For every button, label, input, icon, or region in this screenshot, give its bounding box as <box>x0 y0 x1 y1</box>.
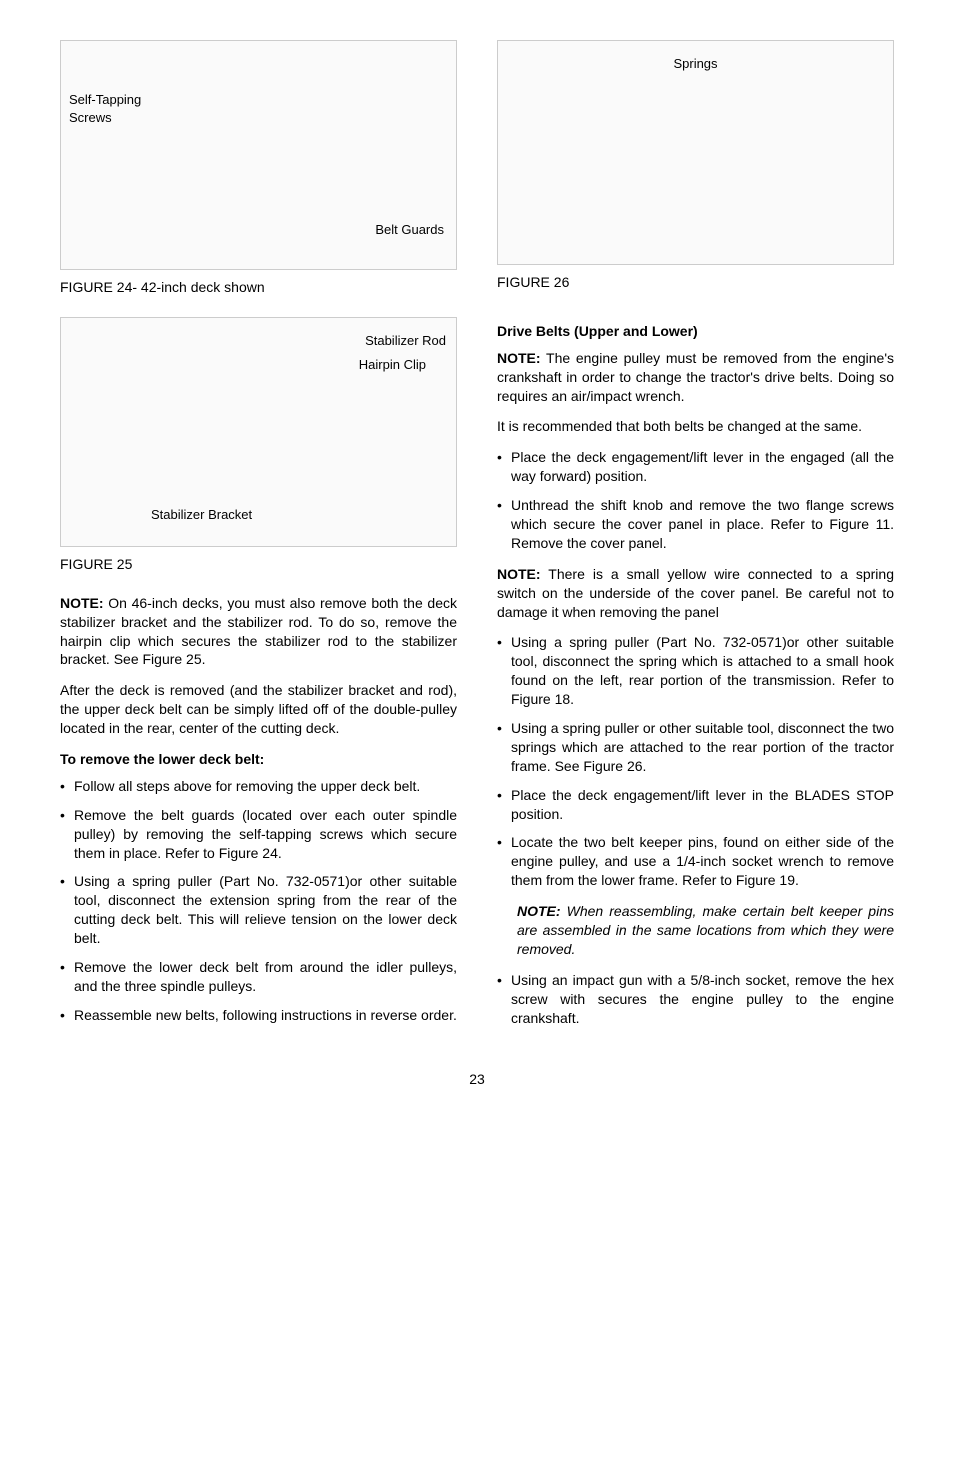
list-item: Remove the belt guards (located over eac… <box>60 806 457 863</box>
note-text: On 46-inch decks, you must also remove b… <box>60 595 457 668</box>
list-item: Place the deck engagement/lift lever in … <box>497 786 894 824</box>
left-subhead: To remove the lower deck belt: <box>60 750 457 769</box>
right-note-2: NOTE: There is a small yellow wire conne… <box>497 565 894 622</box>
list-item: Using a spring puller (Part No. 732-0571… <box>60 872 457 948</box>
list-item: Using an impact gun with a 5/8-inch sock… <box>497 971 894 1028</box>
figure-26-caption: FIGURE 26 <box>497 273 894 292</box>
figure-26-image: Springs <box>497 40 894 265</box>
note-text: When reassembling, make certain belt kee… <box>517 903 894 957</box>
list-item: Follow all steps above for removing the … <box>60 777 457 796</box>
two-column-layout: Self-Tapping Screws Belt Guards FIGURE 2… <box>60 40 894 1040</box>
left-bullet-list: Follow all steps above for removing the … <box>60 777 457 1025</box>
left-para-2: After the deck is removed (and the stabi… <box>60 681 457 738</box>
list-item: Place the deck engagement/lift lever in … <box>497 448 894 486</box>
list-item: Unthread the shift knob and remove the t… <box>497 496 894 553</box>
right-para-2: It is recommended that both belts be cha… <box>497 417 894 436</box>
fig24-label-screws: Self-Tapping Screws <box>69 91 141 126</box>
right-heading: Drive Belts (Upper and Lower) <box>497 322 894 341</box>
list-item: Reassemble new belts, following instruct… <box>60 1006 457 1025</box>
right-note-1: NOTE: The engine pulley must be removed … <box>497 349 894 406</box>
note-label: NOTE: <box>60 595 104 611</box>
list-item: Remove the lower deck belt from around t… <box>60 958 457 996</box>
right-bullet-list-a: Place the deck engagement/lift lever in … <box>497 448 894 552</box>
note-text: The engine pulley must be removed from t… <box>497 350 894 404</box>
list-item: Using a spring puller or other suitable … <box>497 719 894 776</box>
right-bullet-list-c: Using an impact gun with a 5/8-inch sock… <box>497 971 894 1028</box>
note-label: NOTE: <box>517 903 561 919</box>
right-note-3: NOTE: When reassembling, make certain be… <box>517 902 894 959</box>
right-column: Springs FIGURE 26 Drive Belts (Upper and… <box>497 40 894 1040</box>
figure-25-caption: FIGURE 25 <box>60 555 457 574</box>
note-text: There is a small yellow wire connected t… <box>497 566 894 620</box>
figure-25-image: Stabilizer Rod Hairpin Clip Stabilizer B… <box>60 317 457 547</box>
right-bullet-list-b: Using a spring puller (Part No. 732-0571… <box>497 633 894 890</box>
page-number: 23 <box>60 1070 894 1089</box>
fig24-label-beltguards: Belt Guards <box>375 221 444 239</box>
left-column: Self-Tapping Screws Belt Guards FIGURE 2… <box>60 40 457 1040</box>
note-label: NOTE: <box>497 350 541 366</box>
fig25-label-clip: Hairpin Clip <box>359 356 426 374</box>
figure-24-image: Self-Tapping Screws Belt Guards <box>60 40 457 270</box>
note-label: NOTE: <box>497 566 541 582</box>
fig25-label-rod: Stabilizer Rod <box>365 332 446 350</box>
fig26-label-springs: Springs <box>673 55 717 73</box>
list-item: Using a spring puller (Part No. 732-0571… <box>497 633 894 709</box>
list-item: Locate the two belt keeper pins, found o… <box>497 833 894 890</box>
figure-24-caption: FIGURE 24- 42-inch deck shown <box>60 278 457 297</box>
fig25-label-bracket: Stabilizer Bracket <box>151 506 252 524</box>
left-note-1: NOTE: On 46-inch decks, you must also re… <box>60 594 457 670</box>
